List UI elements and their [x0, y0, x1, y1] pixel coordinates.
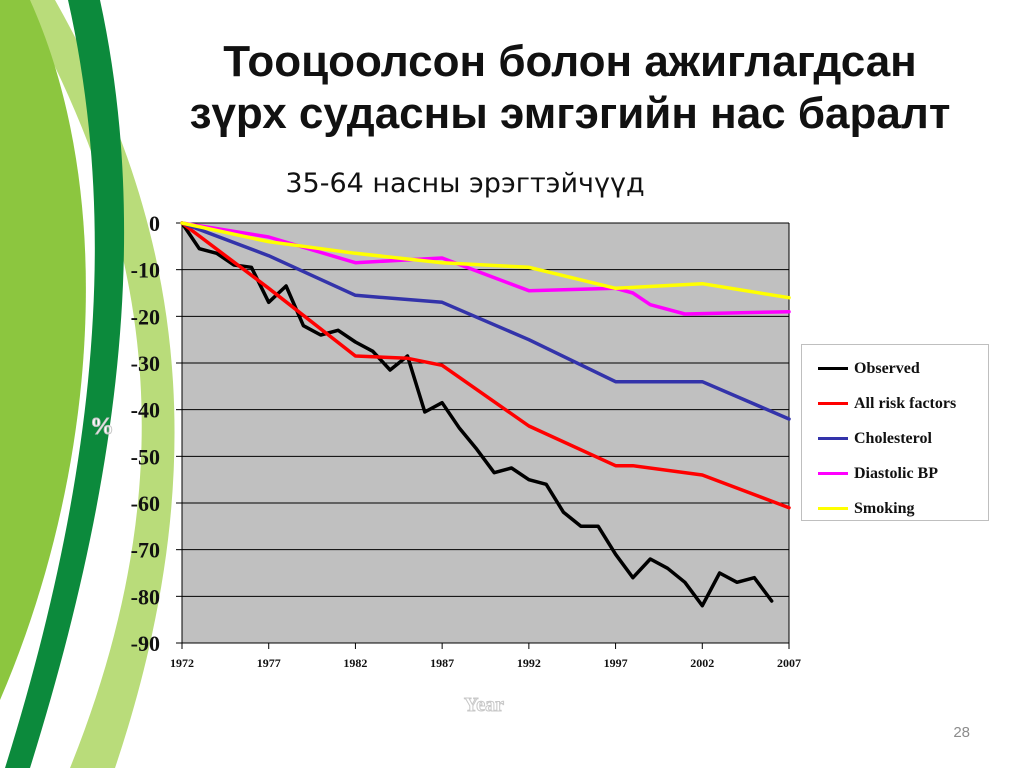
decorative-ribbons	[0, 0, 175, 768]
legend-label: Cholesterol	[854, 429, 932, 447]
y-tick-label: -70	[131, 538, 160, 563]
legend-label: All risk factors	[854, 394, 957, 412]
y-tick-label: -20	[131, 304, 160, 329]
y-tick-label: -30	[131, 351, 160, 376]
y-tick-label: -80	[131, 584, 160, 609]
y-tick-label: -50	[131, 444, 160, 469]
legend-label: Observed	[854, 359, 920, 377]
series-line-smoking	[180, 221, 791, 300]
x-tick-labels: 1972 1977 1982 1987 1992 1997 2002 2007	[170, 656, 801, 670]
y-axis-label: %	[90, 414, 114, 440]
x-tick-label: 1972	[170, 656, 194, 670]
y-tick-labels: 0 -10 -20 -30 -40 -50 -60 -70 -80 -90	[131, 211, 160, 656]
legend-item: Observed	[818, 351, 988, 386]
legend-swatch	[818, 402, 848, 405]
series-line-all-risk-factors	[180, 221, 791, 510]
y-tick-label: -90	[131, 631, 160, 656]
plot-area	[182, 223, 789, 643]
axes	[181, 223, 790, 649]
legend-swatch	[818, 472, 848, 475]
legend-swatch	[818, 367, 848, 370]
slide-title: Тооцоолсон болон ажиглагдсан зүрх судасн…	[150, 36, 990, 140]
ribbon-dark	[5, 0, 125, 768]
x-tick-label: 1982	[343, 656, 367, 670]
ribbon-light	[20, 0, 175, 768]
title-line-2: зүрх судасны эмгэгийн нас баралт	[189, 89, 951, 138]
page-number: 28	[953, 724, 970, 741]
legend-swatch	[818, 507, 848, 510]
chart-legend: Observed All risk factors Cholesterol Diast…	[801, 344, 989, 521]
slide-subtitle: 35-64 насны эрэгтэйчүүд	[285, 168, 645, 199]
legend-item: All risk factors	[818, 386, 988, 421]
x-tick-label: 1992	[517, 656, 541, 670]
x-tick-label: 1997	[604, 656, 628, 670]
legend-item: Diastolic BP	[818, 456, 988, 491]
x-tick-label: 1977	[257, 656, 281, 670]
ribbon-green	[0, 0, 86, 700]
legend-item: Smoking	[818, 491, 988, 526]
y-tick-label: -10	[131, 258, 160, 283]
x-axis-label: Year	[464, 694, 504, 716]
x-tick-label: 2007	[777, 656, 801, 670]
series-line-diastolic-bp	[180, 221, 791, 316]
y-tick-label: -40	[131, 398, 160, 423]
legend-label: Smoking	[854, 499, 915, 517]
x-tick-label: 2002	[690, 656, 714, 670]
series-lines	[180, 221, 791, 608]
y-tick-label: -60	[131, 491, 160, 516]
series-line-cholesterol	[180, 221, 791, 421]
legend-item: Cholesterol	[818, 421, 988, 456]
series-line-observed	[180, 221, 774, 608]
legend-label: Diastolic BP	[854, 464, 938, 482]
y-tick-label: 0	[149, 211, 160, 236]
legend-swatch	[818, 437, 848, 440]
title-line-1: Тооцоолсон болон ажиглагдсан	[223, 37, 917, 86]
x-tick-label: 1987	[430, 656, 454, 670]
